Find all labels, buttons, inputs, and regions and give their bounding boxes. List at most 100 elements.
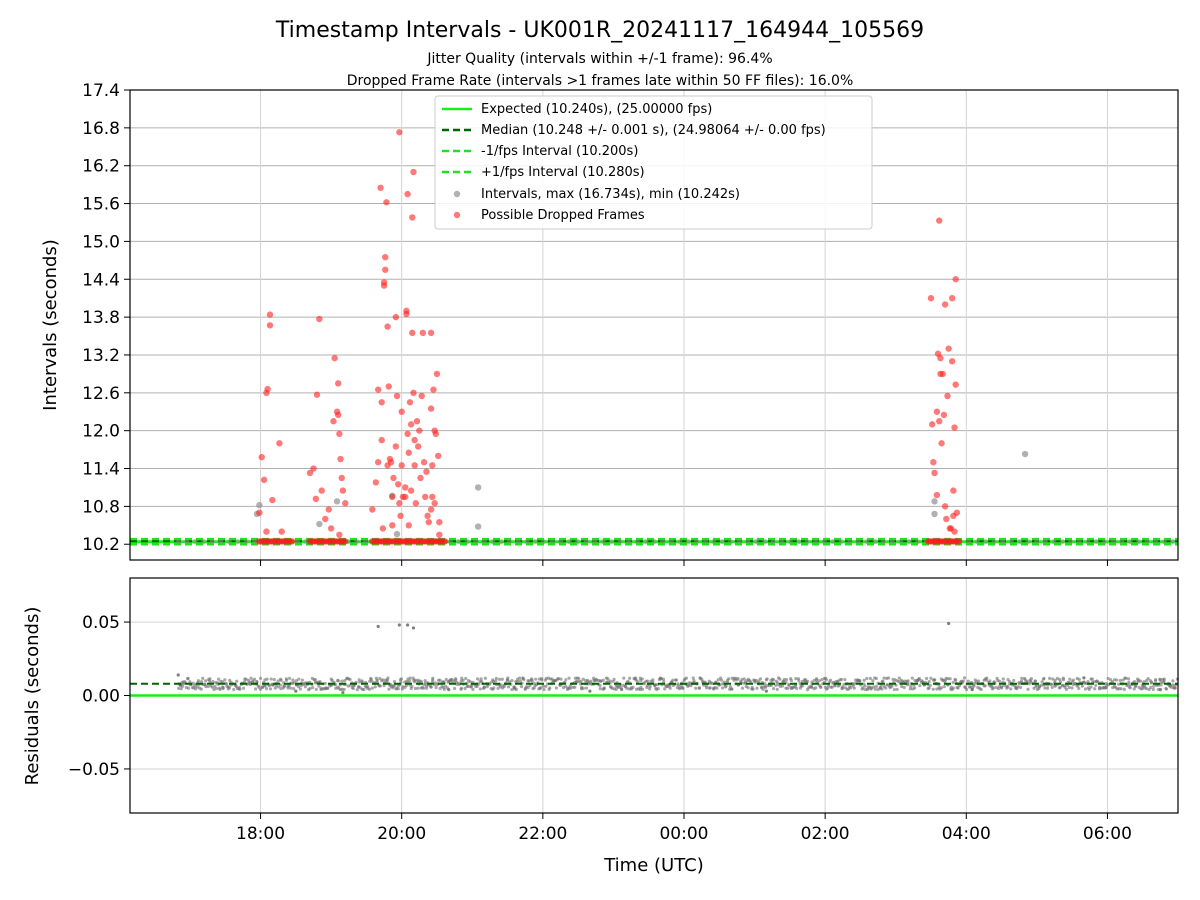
dropped-frame-point bbox=[306, 469, 314, 477]
residual-point bbox=[809, 685, 814, 689]
residuals-y-tick-label: 0.00 bbox=[82, 687, 120, 707]
residual-point bbox=[778, 677, 782, 681]
residual-point bbox=[1029, 676, 1034, 681]
residual-point bbox=[1053, 678, 1057, 682]
residual-point bbox=[1082, 676, 1086, 680]
dropped-frame-point bbox=[951, 528, 958, 535]
dropped-frame-point bbox=[423, 468, 430, 475]
residual-point bbox=[492, 686, 496, 690]
residual-point bbox=[249, 676, 253, 680]
residual-point bbox=[523, 686, 528, 690]
dropped-frame-point bbox=[427, 506, 435, 513]
residual-point bbox=[284, 678, 289, 682]
residual-point bbox=[541, 684, 545, 688]
interval-point bbox=[226, 538, 232, 545]
residual-point bbox=[522, 678, 526, 682]
dropped-frame-point bbox=[382, 253, 389, 261]
residual-point bbox=[273, 686, 277, 690]
residual-point bbox=[840, 686, 844, 690]
residual-point bbox=[1133, 680, 1137, 684]
interval-point bbox=[753, 538, 759, 545]
interval-point bbox=[651, 538, 657, 545]
residual-point bbox=[598, 683, 602, 688]
residual-point bbox=[661, 677, 666, 681]
interval-point bbox=[889, 538, 895, 545]
interval-point bbox=[524, 538, 530, 545]
residual-point bbox=[1067, 685, 1071, 690]
residual-point bbox=[559, 677, 563, 681]
residual-point bbox=[386, 676, 390, 680]
dropped-frame-point bbox=[276, 440, 283, 447]
residual-point bbox=[1104, 686, 1108, 690]
dropped-frame-point bbox=[342, 500, 349, 507]
residual-point bbox=[951, 686, 955, 690]
residual-point bbox=[1064, 687, 1069, 691]
residual-point bbox=[887, 676, 891, 680]
residual-point bbox=[282, 684, 286, 688]
interval-point bbox=[1076, 538, 1082, 545]
residual-point bbox=[622, 676, 626, 680]
residual-point bbox=[1095, 679, 1099, 683]
residuals-plot: 0.05 0.00 −0.05 18:00 20:00 22:00 00:00 02:00 04… bbox=[22, 577, 1179, 876]
residual-point bbox=[279, 678, 283, 682]
interval-point bbox=[235, 538, 241, 545]
residual-point bbox=[272, 678, 276, 682]
residual-point bbox=[1119, 687, 1123, 691]
residual-point bbox=[431, 678, 435, 682]
residual-point bbox=[581, 686, 585, 690]
residual-point bbox=[931, 687, 935, 691]
residual-point bbox=[716, 678, 720, 682]
residual-point bbox=[544, 684, 548, 689]
dropped-frame-point bbox=[338, 474, 345, 482]
residuals-y-tick-label: −0.05 bbox=[68, 760, 120, 780]
interval-point bbox=[1017, 538, 1023, 545]
residual-point bbox=[1090, 677, 1094, 681]
interval-point bbox=[609, 538, 615, 545]
residual-point bbox=[1153, 677, 1158, 682]
residual-point bbox=[478, 687, 482, 691]
dropped-frame-point bbox=[263, 528, 270, 535]
residual-point bbox=[979, 687, 983, 692]
interval-point bbox=[464, 538, 470, 545]
interval-point bbox=[906, 538, 912, 545]
dropped-frame-point bbox=[378, 436, 385, 444]
residual-point bbox=[1159, 683, 1163, 687]
residual-point bbox=[477, 682, 481, 686]
residual-point bbox=[323, 681, 327, 686]
residual-point bbox=[676, 683, 680, 687]
residual-point bbox=[496, 686, 500, 691]
dropped-frame-point bbox=[941, 503, 949, 510]
residuals-reference-lines bbox=[130, 682, 1178, 697]
dropped-frame-point bbox=[417, 474, 424, 482]
residual-point bbox=[1043, 686, 1047, 690]
dropped-frame-point bbox=[436, 518, 443, 526]
residual-point bbox=[918, 684, 922, 688]
residual-point bbox=[573, 685, 577, 689]
dropped-frame-point bbox=[402, 493, 409, 501]
residual-point bbox=[1033, 679, 1037, 683]
residual-point bbox=[1068, 677, 1072, 681]
residual-point bbox=[1058, 685, 1062, 689]
dropped-frame-point bbox=[422, 493, 429, 501]
dropped-frame-point bbox=[389, 522, 396, 529]
interval-point bbox=[719, 538, 725, 545]
residual-point bbox=[671, 678, 675, 682]
dropped-frame-point bbox=[310, 465, 317, 472]
residual-point bbox=[1039, 683, 1043, 687]
residual-point bbox=[1080, 684, 1084, 688]
residual-point bbox=[1002, 684, 1006, 688]
dropped-frame-point bbox=[427, 329, 435, 337]
interval-point bbox=[1021, 450, 1029, 458]
dropped-frame-point bbox=[927, 294, 935, 302]
residual-point bbox=[957, 683, 962, 688]
intervals-y-tick-label: 13.8 bbox=[82, 308, 120, 328]
interval-point bbox=[1136, 538, 1142, 545]
residual-point bbox=[294, 689, 298, 693]
interval-point bbox=[1110, 538, 1116, 545]
residual-point bbox=[378, 684, 382, 688]
residual-point bbox=[294, 679, 299, 683]
residual-point bbox=[939, 686, 944, 690]
dropped-frame-point bbox=[419, 329, 427, 337]
residual-point bbox=[1146, 676, 1150, 681]
